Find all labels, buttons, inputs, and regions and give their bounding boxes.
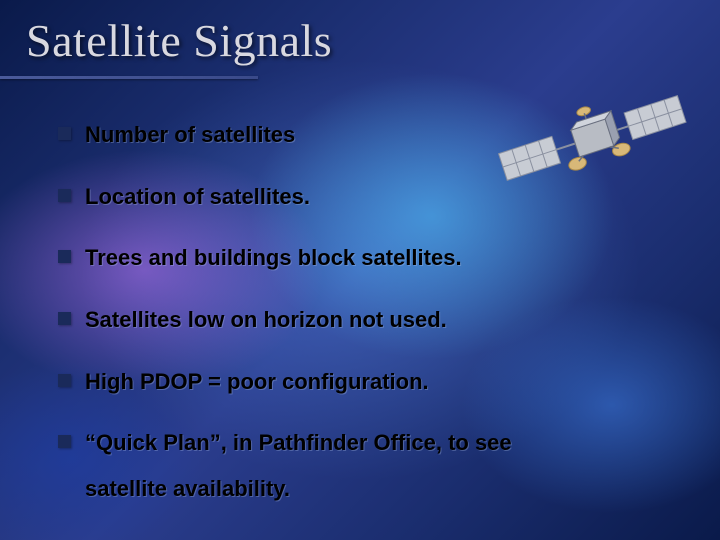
list-item: Number of satellites xyxy=(58,120,690,150)
bullet-text: Trees and buildings block satellites. xyxy=(85,243,462,273)
list-item: High PDOP = poor configuration. xyxy=(58,367,690,397)
bullet-icon xyxy=(58,312,71,325)
list-item: Satellites low on horizon not used. xyxy=(58,305,690,335)
bullet-icon xyxy=(58,189,71,202)
bullet-text: Number of satellites xyxy=(85,120,295,150)
list-item: Trees and buildings block satellites. xyxy=(58,243,690,273)
bullet-text: Satellites low on horizon not used. xyxy=(85,305,447,335)
bullet-list: Number of satellites Location of satelli… xyxy=(58,120,690,502)
bullet-text: “Quick Plan”, in Pathfinder Office, to s… xyxy=(85,428,512,458)
bullet-text: High PDOP = poor configuration. xyxy=(85,367,429,397)
bullet-icon xyxy=(58,435,71,448)
bullet-icon xyxy=(58,250,71,263)
list-item: “Quick Plan”, in Pathfinder Office, to s… xyxy=(58,428,690,458)
bullet-text: Location of satellites. xyxy=(85,182,310,212)
bullet-text-continuation: satellite availability. xyxy=(85,476,690,502)
bullet-icon xyxy=(58,374,71,387)
bullet-icon xyxy=(58,127,71,140)
list-item: Location of satellites. xyxy=(58,182,690,212)
slide-title: Satellite Signals xyxy=(26,14,332,67)
title-underline xyxy=(0,76,258,79)
